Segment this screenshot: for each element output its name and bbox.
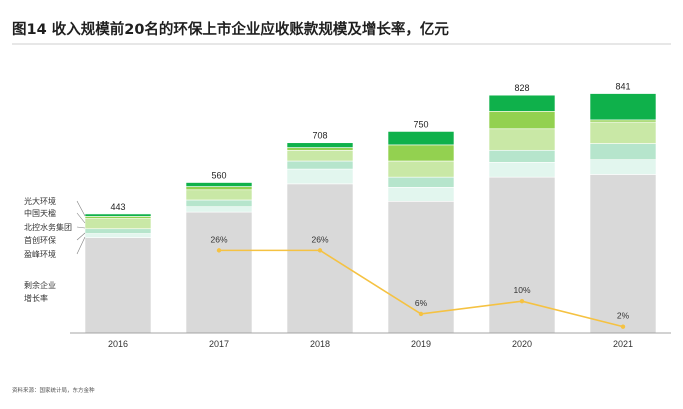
bar-segment-shouchuang-2017 bbox=[185, 199, 253, 207]
legend-connector-2 bbox=[76, 226, 86, 229]
x-tick-2016: 2016 bbox=[108, 339, 128, 349]
x-tick-2017: 2017 bbox=[209, 339, 229, 349]
x-tick-2020: 2020 bbox=[512, 339, 532, 349]
growth-rate-point-2021 bbox=[620, 324, 626, 329]
bar-segment-remaining-2016 bbox=[84, 237, 152, 334]
bar-segment-remaining-2020 bbox=[488, 176, 556, 334]
x-tick-2018: 2018 bbox=[310, 339, 330, 349]
legend-label-2: 北控水务集团 bbox=[24, 222, 72, 232]
bar-segment-guangda-2020 bbox=[488, 94, 556, 112]
bar-segment-zhongguotianying-2018 bbox=[286, 147, 354, 151]
growth-rate-label-2021: 2% bbox=[617, 311, 630, 321]
x-tick-2021: 2021 bbox=[613, 339, 633, 349]
bar-segment-zhongguotianying-2016 bbox=[84, 216, 152, 219]
bar-segment-guangda-2017 bbox=[185, 182, 253, 187]
growth-rate-point-2019 bbox=[418, 311, 424, 317]
total-label-2018: 708 bbox=[312, 131, 327, 141]
chart-title: 图14 收入规模前20名的环保上市企业应收账款规模及增长率，亿元 bbox=[12, 20, 449, 38]
legend-connector-0 bbox=[76, 200, 86, 217]
bar-segment-zhongguotianying-2017 bbox=[185, 186, 253, 191]
growth-rate-label-2017: 26% bbox=[210, 234, 227, 244]
bar-segment-zhongguotianying-2019 bbox=[387, 144, 455, 162]
bar-segment-shouchuang-2020 bbox=[488, 149, 556, 163]
legend-connector-4 bbox=[76, 236, 86, 255]
legend-connector-1 bbox=[76, 212, 86, 224]
bar-segment-shouchuang-2016 bbox=[84, 228, 152, 234]
bar-segment-shouchuang-2018 bbox=[286, 160, 354, 170]
bar-segment-shouchuang-2019 bbox=[387, 176, 455, 188]
growth-rate-point-2018 bbox=[317, 248, 323, 253]
bar-segment-remaining-2018 bbox=[286, 183, 354, 334]
bar-segment-guangda-2019 bbox=[387, 131, 455, 146]
bar-segment-remaining-2021 bbox=[589, 174, 657, 334]
total-labels-group: 443 560 708 750 828 841 bbox=[110, 82, 630, 212]
legend-label-6: 增长率 bbox=[24, 293, 48, 303]
legend-label-3: 首创环保 bbox=[24, 235, 56, 245]
legend-label-4: 盈峰环境 bbox=[24, 249, 56, 259]
source-note: 资料来源：国家统计局，东方金种 bbox=[12, 386, 95, 394]
total-label-2017: 560 bbox=[211, 171, 226, 181]
bar-segment-beikong-2021 bbox=[589, 121, 657, 144]
bar-segment-guangda-2018 bbox=[286, 142, 354, 148]
growth-rate-label-2020: 10% bbox=[513, 285, 530, 295]
total-label-2020: 828 bbox=[514, 83, 529, 93]
growth-rate-label-2018: 26% bbox=[311, 234, 328, 244]
bar-segment-yingfeng-2021 bbox=[589, 159, 657, 175]
bar-segment-yingfeng-2017 bbox=[185, 206, 253, 213]
growth-rate-point-2020 bbox=[519, 299, 525, 304]
bar-segment-remaining-2017 bbox=[185, 211, 253, 334]
bar-segment-yingfeng-2018 bbox=[286, 168, 354, 185]
growth-rate-label-2019: 6% bbox=[415, 298, 428, 308]
bar-segment-beikong-2018 bbox=[286, 149, 354, 162]
total-label-2021: 841 bbox=[615, 82, 630, 92]
bar-segment-beikong-2019 bbox=[387, 160, 455, 178]
bar-segment-guangda-2021 bbox=[589, 93, 657, 121]
bar-segment-beikong-2020 bbox=[488, 128, 556, 151]
x-tick-labels: 2016 2017 2018 2019 2020 2021 bbox=[108, 339, 633, 349]
bar-segment-zhongguotianying-2020 bbox=[488, 110, 556, 130]
bar-segment-yingfeng-2020 bbox=[488, 162, 556, 178]
total-label-2019: 750 bbox=[413, 119, 428, 129]
legend-label-1: 中国天楹 bbox=[24, 208, 56, 218]
bar-segment-shouchuang-2021 bbox=[589, 143, 657, 160]
legend-label-0: 光大环境 bbox=[24, 196, 56, 206]
bar-segment-beikong-2016 bbox=[84, 218, 152, 230]
bars-group bbox=[84, 93, 657, 334]
bar-segment-zhongguotianying-2021 bbox=[589, 119, 657, 123]
bar-segment-beikong-2017 bbox=[185, 189, 253, 201]
legend-label-5: 剩余企业 bbox=[24, 280, 56, 290]
bar-segment-guangda-2016 bbox=[84, 213, 152, 217]
legend-connector-3 bbox=[76, 232, 86, 241]
growth-rate-line: 26% 26% 6% 10% 2% bbox=[210, 234, 630, 329]
growth-rate-point-2017 bbox=[216, 248, 222, 253]
bar-segment-yingfeng-2016 bbox=[84, 233, 152, 238]
x-tick-2019: 2019 bbox=[411, 339, 431, 349]
total-label-2016: 443 bbox=[110, 202, 125, 212]
bar-segment-yingfeng-2019 bbox=[387, 187, 455, 202]
